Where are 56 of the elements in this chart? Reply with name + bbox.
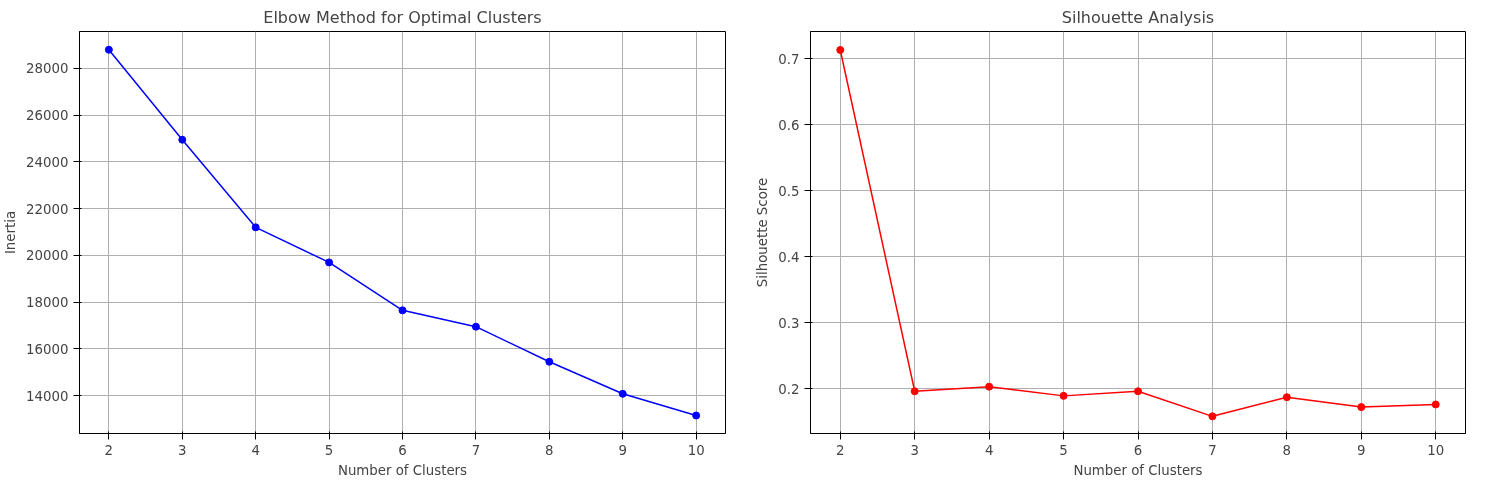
point bbox=[178, 135, 187, 144]
y-tick-label: 0.4 bbox=[778, 249, 800, 265]
x-axis-title: Number of Clusters bbox=[337, 462, 468, 478]
chart-title: Elbow Method for Optimal Clusters bbox=[263, 7, 542, 27]
x-axis-title: Number of Clusters bbox=[1073, 462, 1203, 478]
y-tick-label: 18000 bbox=[26, 295, 69, 311]
x-tick-label: 7 bbox=[471, 442, 481, 458]
x-tick-label: 5 bbox=[324, 442, 334, 458]
y-axis-title: Inertia bbox=[3, 210, 19, 255]
y-tick-label: 0.6 bbox=[778, 117, 800, 133]
point bbox=[1431, 400, 1440, 409]
x-tick-label: 9 bbox=[618, 442, 627, 458]
point bbox=[545, 357, 554, 366]
y-tick-label: 20000 bbox=[26, 248, 69, 264]
y-tick-label: 26000 bbox=[26, 108, 69, 124]
x-tick-label: 10 bbox=[1427, 442, 1445, 458]
point bbox=[692, 411, 701, 420]
point bbox=[910, 387, 919, 396]
point bbox=[1059, 391, 1068, 400]
x-tick-label: 10 bbox=[687, 442, 705, 458]
y-tick-label: 28000 bbox=[26, 61, 69, 77]
point bbox=[104, 45, 113, 54]
x-tick-label: 6 bbox=[1133, 442, 1143, 458]
point bbox=[398, 306, 407, 315]
x-tick-label: 3 bbox=[910, 442, 919, 458]
x-tick-label: 5 bbox=[1059, 442, 1068, 458]
x-tick-label: 4 bbox=[251, 442, 260, 458]
point bbox=[1282, 393, 1291, 402]
x-tick-label: 9 bbox=[1357, 442, 1366, 458]
y-tick-label: 0.5 bbox=[778, 183, 800, 199]
x-tick-label: 2 bbox=[104, 442, 114, 458]
point bbox=[618, 389, 627, 398]
y-tick-label: 0.3 bbox=[778, 315, 800, 331]
x-tick-label: 8 bbox=[545, 442, 554, 458]
y-tick-label: 16000 bbox=[26, 341, 69, 357]
chart-title: Silhouette Analysis bbox=[1061, 7, 1215, 27]
point bbox=[1208, 412, 1217, 421]
point bbox=[1357, 403, 1366, 412]
point bbox=[325, 258, 334, 267]
x-tick-label: 4 bbox=[984, 442, 994, 458]
y-tick-label: 22000 bbox=[26, 201, 69, 217]
point bbox=[471, 322, 480, 331]
point bbox=[985, 382, 994, 391]
x-tick-label: 8 bbox=[1282, 442, 1292, 458]
y-tick-label: 0.7 bbox=[778, 51, 800, 67]
x-tick-label: 2 bbox=[836, 442, 845, 458]
point bbox=[251, 223, 260, 232]
y-tick-label: 14000 bbox=[26, 388, 69, 404]
x-tick-label: 3 bbox=[178, 442, 187, 458]
y-tick-label: 0.2 bbox=[778, 381, 800, 397]
y-axis-title: Silhouette Score bbox=[755, 177, 771, 288]
point bbox=[836, 45, 845, 54]
x-tick-label: 6 bbox=[398, 442, 407, 458]
x-tick-label: 7 bbox=[1208, 442, 1217, 458]
y-tick-label: 24000 bbox=[26, 154, 69, 170]
point bbox=[1134, 387, 1142, 396]
